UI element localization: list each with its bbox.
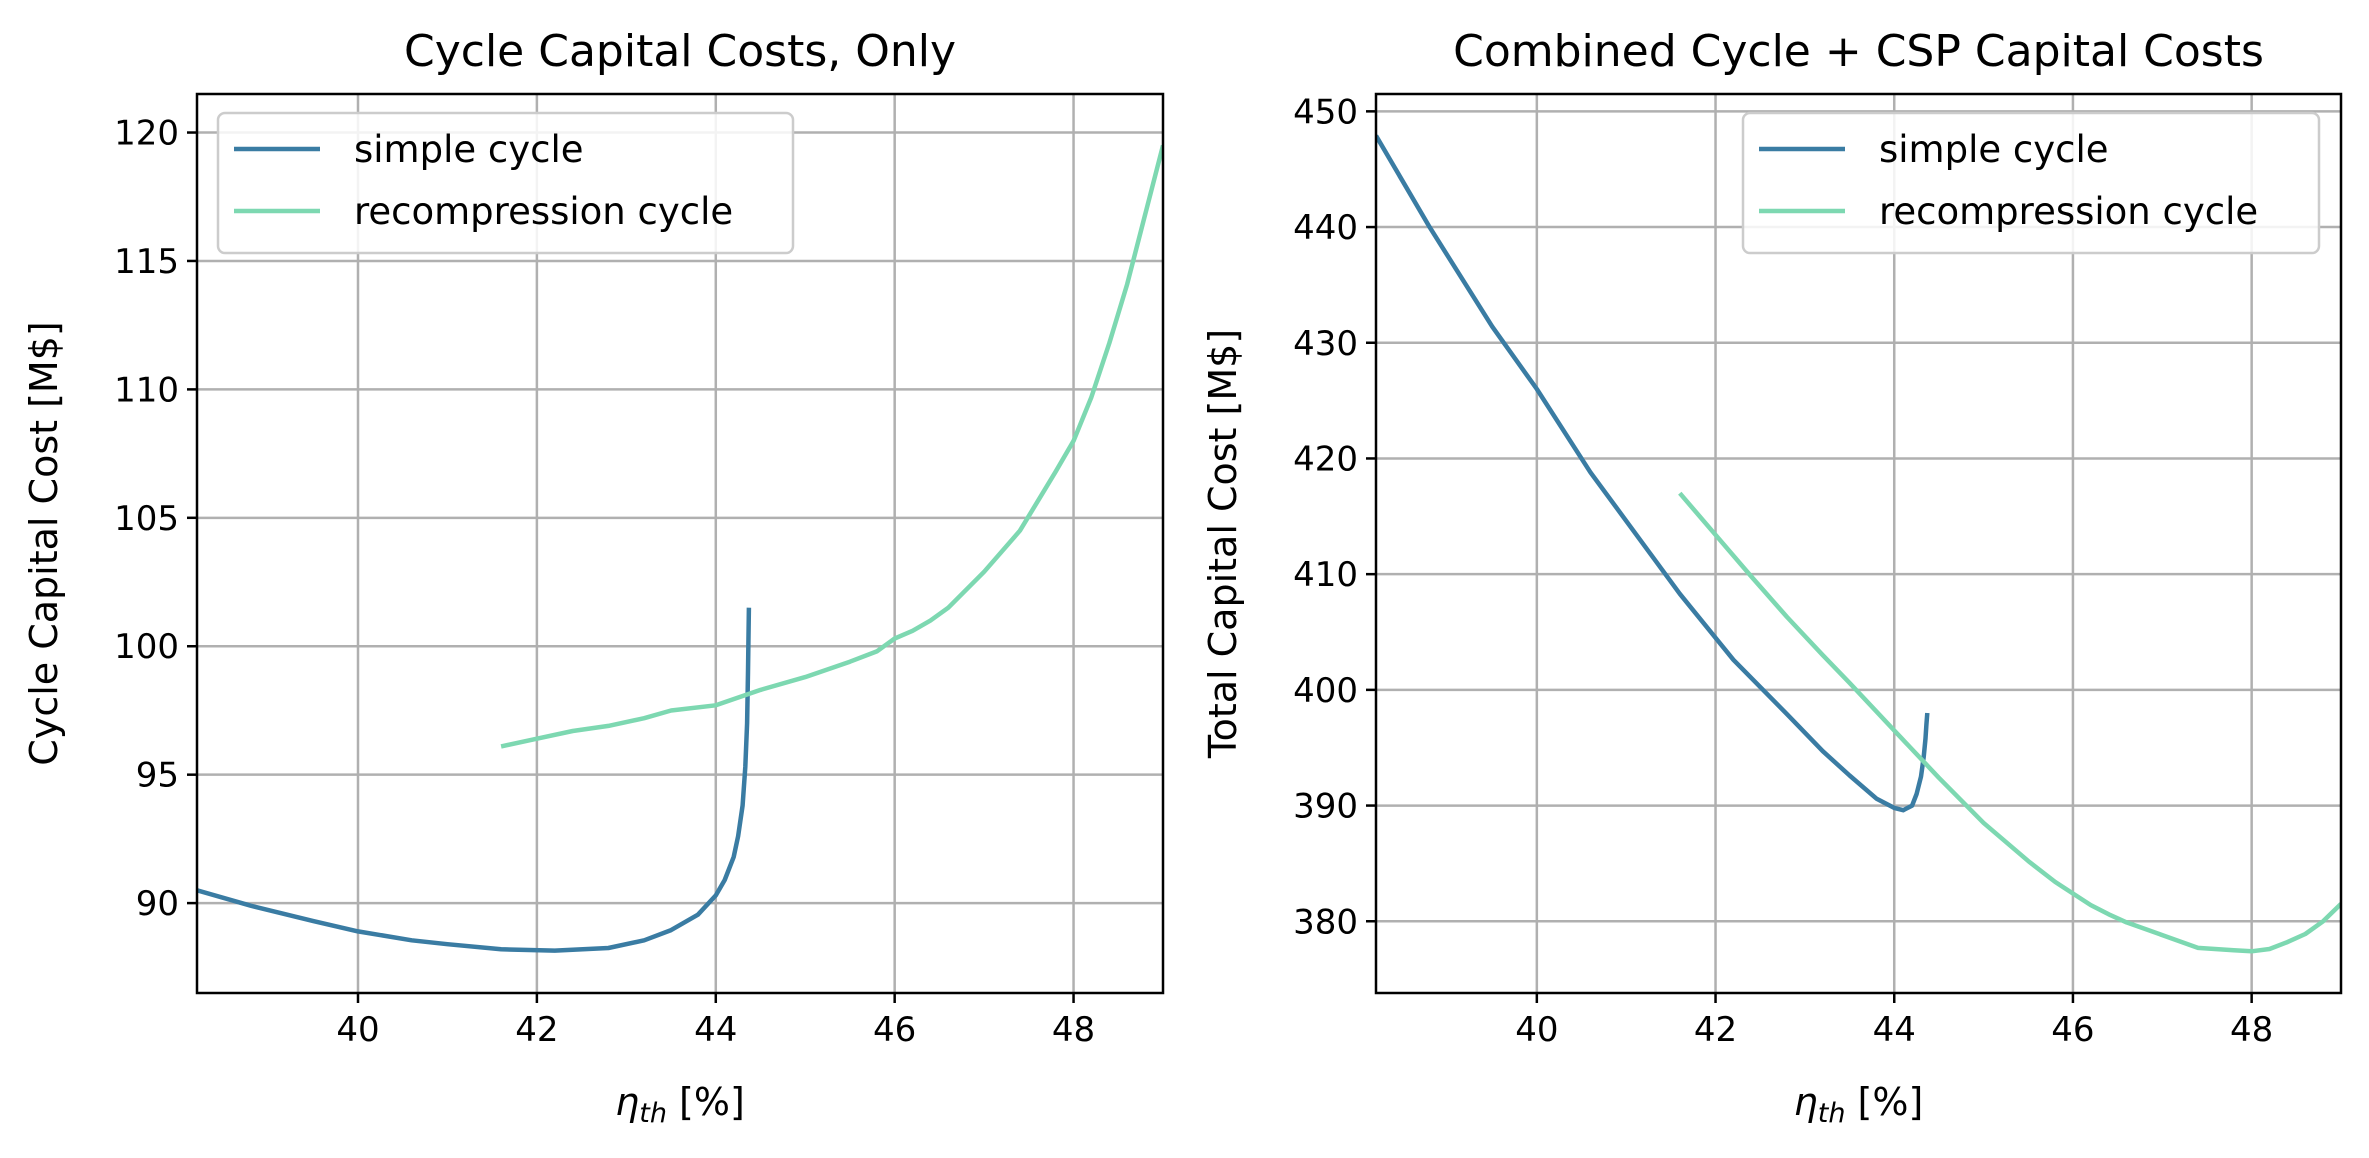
y-tick-label: 110: [114, 370, 179, 410]
series-lines: [197, 144, 1163, 953]
legend: simple cycle recompression cycle: [1741, 111, 2321, 255]
y-tick-label: 90: [136, 884, 179, 924]
chart-panel-right: 40 42 44 46 48 380 390 400 410 420 430 440 450 Combi…: [1201, 26, 2343, 1129]
legend-label-simple-cycle: simple cycle: [1879, 128, 2109, 171]
chart-title: Combined Cycle + CSP Capital Costs: [1453, 26, 2264, 77]
x-axis-label-symbol: η: [1794, 1080, 1818, 1124]
legend: simple cycle recompression cycle: [216, 111, 795, 255]
y-tick-label: 430: [1293, 324, 1358, 364]
chart-panel-left: 40 42 44 46 48 90 95 100 105 110 115 120 Cycle Capi…: [22, 26, 1165, 1129]
x-tick-label: 40: [336, 1010, 379, 1050]
y-tick-label: 410: [1293, 555, 1358, 595]
axes-frame: [195, 92, 1165, 995]
axis-ticks: 40 42 44 46 48 90 95 100 105 110 115 120: [114, 114, 1095, 1050]
legend-box: [216, 111, 795, 255]
y-tick-label: 105: [114, 499, 179, 539]
x-axis-label-subscript: th: [1818, 1098, 1846, 1129]
x-tick-label: 42: [1694, 1010, 1737, 1050]
y-tick-label: 100: [114, 627, 179, 667]
x-tick-label: 46: [873, 1010, 916, 1050]
y-tick-label: 95: [136, 756, 179, 796]
chart-title: Cycle Capital Costs, Only: [404, 26, 956, 77]
x-tick-label: 44: [1873, 1010, 1916, 1050]
y-tick-label: 115: [114, 242, 179, 282]
x-tick-label: 42: [515, 1010, 558, 1050]
y-tick-label: 420: [1293, 439, 1358, 479]
y-tick-label: 390: [1293, 787, 1358, 827]
x-axis-label: ηth [%]: [1794, 1080, 1924, 1129]
y-axis-label: Cycle Capital Cost [M$]: [22, 321, 66, 765]
x-tick-label: 40: [1515, 1010, 1558, 1050]
x-axis-label-unit: [%]: [667, 1080, 745, 1124]
series-lines: [1376, 134, 2341, 954]
x-tick-label: 48: [1052, 1010, 1095, 1050]
y-tick-label: 450: [1293, 92, 1358, 132]
simple-cycle-line: [197, 607, 752, 953]
axes-frame: [1374, 92, 2343, 995]
y-tick-label: 400: [1293, 671, 1358, 711]
legend-label-simple-cycle: simple cycle: [354, 128, 584, 171]
axis-ticks: 40 42 44 46 48 380 390 400 410 420 430 440 450: [1293, 92, 2273, 1050]
x-axis-label-unit: [%]: [1845, 1080, 1923, 1124]
x-tick-label: 46: [2051, 1010, 2094, 1050]
x-axis-label-symbol: η: [615, 1080, 639, 1124]
x-axis-label: ηth [%]: [615, 1080, 745, 1129]
x-tick-label: 44: [694, 1010, 737, 1050]
recompression-cycle-line: [500, 144, 1163, 749]
legend-label-recompression-cycle: recompression cycle: [354, 190, 733, 233]
y-tick-label: 380: [1293, 902, 1358, 942]
legend-box: [1741, 111, 2321, 255]
x-tick-label: 48: [2230, 1010, 2273, 1050]
y-axis-label: Total Capital Cost [M$]: [1201, 329, 1245, 759]
y-tick-label: 120: [114, 114, 179, 154]
legend-label-recompression-cycle: recompression cycle: [1879, 190, 2258, 233]
y-tick-label: 440: [1293, 208, 1358, 248]
x-axis-label-subscript: th: [639, 1098, 667, 1129]
recompression-cycle-line: [1678, 491, 2341, 954]
